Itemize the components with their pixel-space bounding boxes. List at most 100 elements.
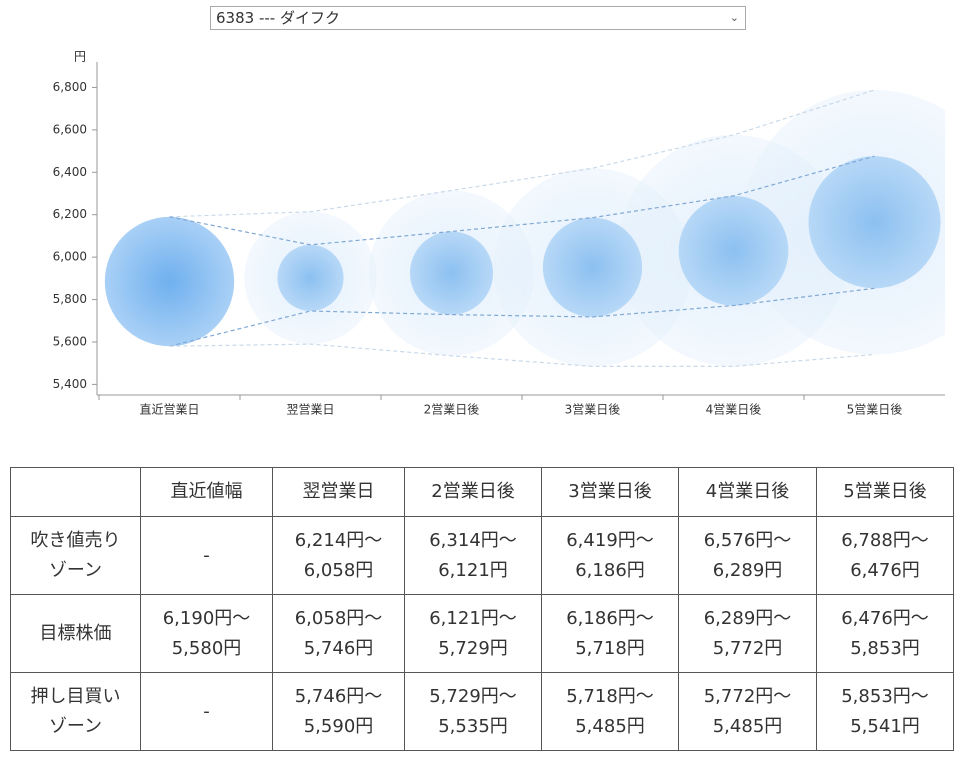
range-line: [169, 287, 875, 347]
selected-stock: 6383 --- ダイフク: [216, 9, 340, 27]
cell-line: 6,476円〜: [841, 607, 929, 629]
header-cell: 2営業日後: [404, 467, 542, 517]
table-row: 吹き値売り ゾーン - 6,214円〜 6,058円 6,314円〜 6,121円 6,419…: [10, 516, 954, 595]
table-cell: 6,788円〜 6,476円: [816, 516, 954, 595]
row-label: 吹き値売り ゾーン: [10, 516, 141, 595]
table-cell: 5,718円〜 5,485円: [541, 672, 679, 751]
table-cell: 6,289円〜 5,772円: [678, 594, 817, 673]
unit-label: 円: [74, 50, 86, 64]
cell-line: 6,186円: [575, 559, 645, 581]
cell-line: 5,718円: [575, 637, 645, 659]
dropdown-arrow: ⌄: [729, 11, 739, 24]
y-tick-label: 5,400: [53, 377, 87, 391]
y-tick-label: 5,600: [53, 334, 87, 348]
x-tick-label: 4営業日後: [706, 403, 762, 417]
cell-line: ゾーン: [48, 715, 103, 737]
table-cell: -: [140, 516, 273, 595]
chart: 円 5,400 5,600 5,800 6,000 6,200 6,400 6,600 6,8…: [53, 50, 945, 417]
x-tick-label: 3営業日後: [565, 403, 621, 417]
cell-line: 6,476円: [850, 559, 920, 581]
table-cell: 5,746円〜 5,590円: [272, 672, 405, 751]
row-label: 目標株価: [10, 594, 141, 673]
stock-selector[interactable]: 6383 --- ダイフク ⌄: [210, 6, 746, 30]
price-table: 直近値幅 翌営業日 2営業日後 3営業日後 4営業日後 5営業日後吹き値売りゾーン - 6,2…: [10, 467, 954, 751]
cell-line: 5,535円: [438, 715, 508, 737]
table-cell: 6,121円〜 5,729円: [404, 594, 542, 673]
cell-line: 5,772円: [712, 637, 783, 659]
table-cell: 6,058円〜 5,746円: [272, 594, 405, 673]
cell-line: 5,580円: [171, 637, 242, 659]
cell-line: 5,718円〜: [566, 685, 654, 707]
cell-line: 6,058円〜: [294, 607, 383, 629]
table-cell: 6,214円〜 6,058円: [272, 516, 405, 595]
cell-line: 6,289円〜: [703, 607, 792, 629]
cell-line: 5,729円: [438, 637, 508, 659]
target-bubble: [104, 216, 235, 347]
table-cell: -: [140, 672, 273, 751]
row-label: 押し目買い ゾーン: [10, 672, 141, 751]
target-bubble: [409, 231, 494, 315]
range-line: [169, 89, 875, 218]
cell-line: 5,590円: [303, 715, 374, 737]
target-bubble: [542, 217, 643, 317]
table-cell: 6,419円〜 6,186円: [541, 516, 679, 595]
y-tick-label: 6,400: [53, 165, 87, 179]
cell-line: 6,576円〜: [703, 529, 792, 551]
cell-line: 6,419円〜: [566, 529, 654, 551]
x-tick-label: 2営業日後: [424, 403, 480, 417]
y-tick-label: 6,000: [53, 250, 87, 264]
target-bubble: [678, 195, 789, 306]
cell-line: -: [203, 544, 210, 566]
y-tick-label: 6,600: [53, 122, 87, 136]
cell-line: 6,190円〜: [162, 607, 251, 629]
cell-line: 5,853円: [850, 637, 920, 659]
table-cell: 6,476円〜 5,853円: [816, 594, 954, 673]
corner-cell: [10, 467, 141, 517]
target-bubble: [277, 244, 344, 312]
cell-line: 6,788円〜: [841, 529, 929, 551]
table-cell: 5,729円〜 5,535円: [404, 672, 542, 751]
cell-line: 6,121円〜: [429, 607, 517, 629]
header-cell: 5営業日後: [816, 467, 954, 517]
header-row: 直近値幅 翌営業日 2営業日後 3営業日後 4営業日後 5営業日後: [10, 467, 954, 517]
table-cell: 6,186円〜 5,718円: [541, 594, 679, 673]
table-cell: 6,190円〜 5,580円: [140, 594, 273, 673]
target-bubble: [808, 156, 941, 289]
x-tick-label: 直近営業日: [139, 403, 199, 417]
y-tick-label: 6,800: [53, 80, 87, 94]
cell-line: 目標株価: [39, 622, 112, 644]
cell-line: 6,186円〜: [566, 607, 654, 629]
cell-line: 6,214円〜: [294, 529, 383, 551]
cell-line: 6,121円: [438, 559, 508, 581]
cell-line: 5,485円: [575, 715, 645, 737]
cell-line: 5,772円〜: [703, 685, 792, 707]
cell-line: 6,289円: [712, 559, 783, 581]
cell-line: 5,746円: [303, 637, 374, 659]
table-cell: 6,576円〜 6,289円: [678, 516, 817, 595]
range-line: [169, 155, 875, 246]
cell-line: ゾーン: [48, 559, 103, 581]
plot-area: [104, 89, 945, 367]
cell-line: 吹き値売り: [30, 529, 121, 551]
table-cell: 5,853円〜 5,541円: [816, 672, 954, 751]
x-tick-label: 翌営業日: [286, 403, 334, 417]
table-cell: 6,314円〜 6,121円: [404, 516, 542, 595]
header-cell: 4営業日後: [678, 467, 817, 517]
cell-line: 5,541円: [850, 715, 920, 737]
cell-line: 押し目買い: [30, 685, 121, 707]
y-tick-label: 5,800: [53, 292, 87, 306]
cell-line: 5,485円: [712, 715, 783, 737]
cell-line: 5,729円〜: [429, 685, 517, 707]
table-row: 目標株価 6,190円〜 5,580円 6,058円〜 5,746円 6,121円〜 5,7…: [10, 594, 954, 673]
cell-line: 5,746円〜: [294, 685, 383, 707]
range-line: [169, 343, 875, 367]
cell-line: 6,058円: [303, 559, 374, 581]
table-cell: 5,772円〜 5,485円: [678, 672, 817, 751]
header-cell: 3営業日後: [541, 467, 679, 517]
header-cell: 翌営業日: [272, 467, 405, 517]
y-tick-label: 6,200: [53, 207, 87, 221]
cell-line: 5,853円〜: [841, 685, 929, 707]
header-cell: 直近値幅: [140, 467, 273, 517]
table-row: 押し目買い ゾーン - 5,746円〜 5,590円 5,729円〜 5,535円 5,718…: [10, 672, 954, 751]
